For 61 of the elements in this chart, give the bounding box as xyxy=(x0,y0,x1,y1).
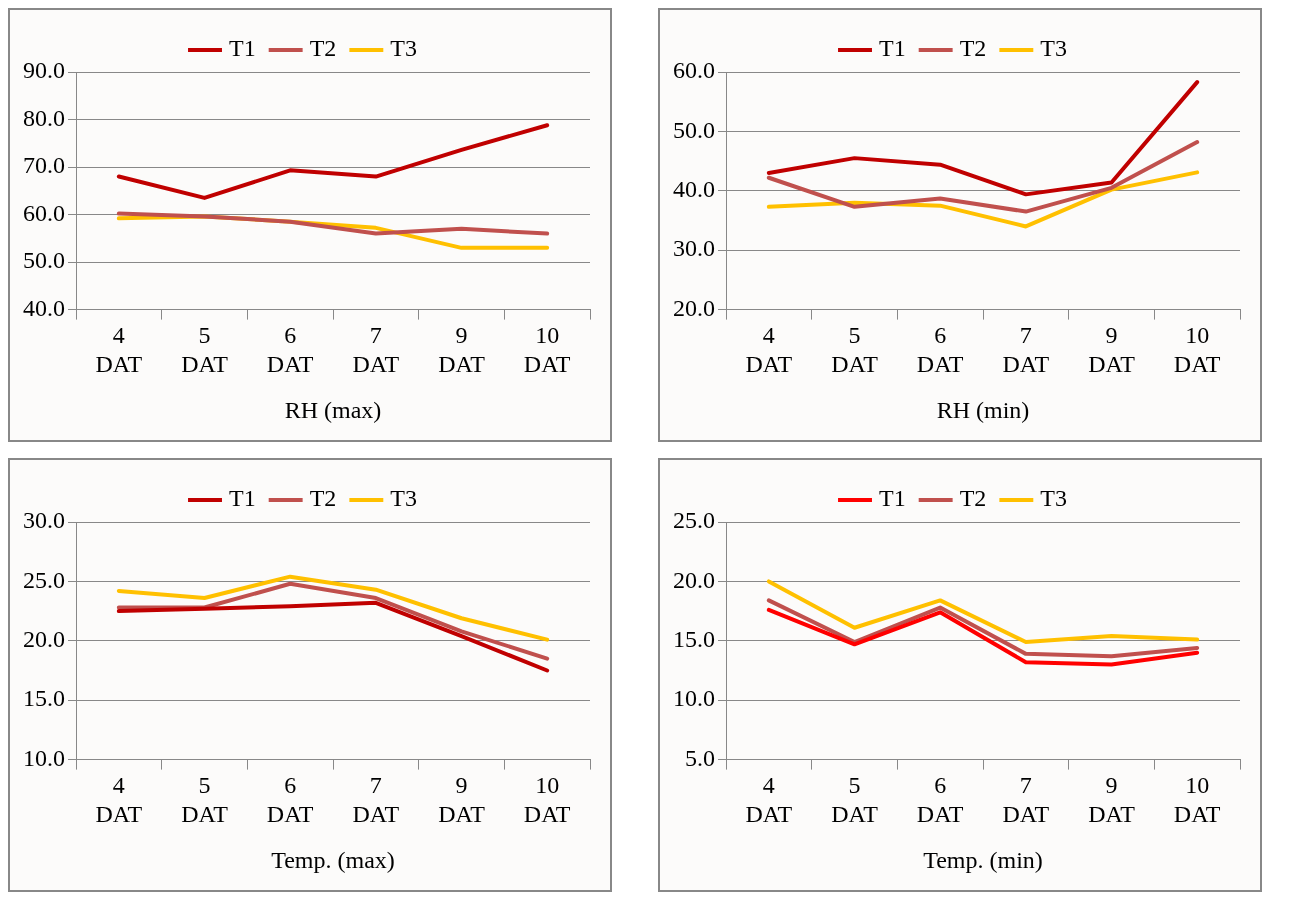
x-tick-label: 10 DAT xyxy=(523,322,571,378)
y-tick-label: 15.0 xyxy=(23,685,65,712)
y-tick-label: 5.0 xyxy=(685,744,715,771)
x-axis-title: Temp. (min) xyxy=(923,846,1043,873)
x-tick-label: 9 DAT xyxy=(1088,772,1136,828)
x-tick-label: 9 DAT xyxy=(1088,322,1136,378)
x-tick-label: 10 DAT xyxy=(523,772,571,828)
x-tick-label: 6 DAT xyxy=(266,772,314,828)
x-tick-label: 5 DAT xyxy=(831,772,879,828)
y-tick-label: 30.0 xyxy=(673,235,715,262)
x-tick-label: 9 DAT xyxy=(438,772,486,828)
legend-label: T2 xyxy=(309,35,337,62)
y-tick-label: 60.0 xyxy=(673,57,715,84)
y-tick-label: 70.0 xyxy=(23,152,65,179)
y-tick-label: 90.0 xyxy=(23,57,65,84)
x-tick-label: 5 DAT xyxy=(831,322,879,378)
y-tick-label: 20.0 xyxy=(673,294,715,321)
x-tick-label: 9 DAT xyxy=(438,322,486,378)
x-tick-label: 4 DAT xyxy=(745,772,793,828)
y-tick-label: 50.0 xyxy=(23,247,65,274)
legend-label: T1 xyxy=(229,485,256,512)
y-tick-label: 80.0 xyxy=(23,104,65,131)
x-tick-label: 6 DAT xyxy=(916,322,964,378)
y-tick-label: 50.0 xyxy=(673,116,715,143)
x-tick-label: 7 DAT xyxy=(352,322,400,378)
y-tick-label: 15.0 xyxy=(673,626,715,653)
x-axis-title: RH (max) xyxy=(284,396,382,423)
y-tick-label: 25.0 xyxy=(23,566,65,593)
y-tick-label: 60.0 xyxy=(23,199,65,226)
x-axis-title: RH (min) xyxy=(936,396,1030,423)
y-tick-label: 40.0 xyxy=(23,294,65,321)
legend-label: T3 xyxy=(1040,485,1067,512)
x-axis-title: Temp. (max) xyxy=(271,846,395,873)
x-tick-label: 10 DAT xyxy=(1173,772,1221,828)
y-tick-label: 40.0 xyxy=(673,176,715,203)
x-tick-label: 6 DAT xyxy=(266,322,314,378)
legend-label: T1 xyxy=(879,485,906,512)
x-tick-label: 4 DAT xyxy=(745,322,793,378)
legend-label: T2 xyxy=(959,485,987,512)
legend-label: T3 xyxy=(1040,35,1067,62)
y-tick-label: 25.0 xyxy=(673,507,715,534)
legend-label: T3 xyxy=(390,35,417,62)
y-tick-label: 20.0 xyxy=(673,566,715,593)
x-tick-label: 5 DAT xyxy=(181,322,229,378)
x-tick-label: 6 DAT xyxy=(916,772,964,828)
legend-label: T1 xyxy=(879,35,906,62)
x-tick-label: 4 DAT xyxy=(95,322,143,378)
x-tick-label: 7 DAT xyxy=(1002,322,1050,378)
x-tick-label: 7 DAT xyxy=(352,772,400,828)
y-tick-label: 10.0 xyxy=(23,744,65,771)
legend-label: T1 xyxy=(229,35,256,62)
y-tick-label: 20.0 xyxy=(23,626,65,653)
y-tick-label: 30.0 xyxy=(23,507,65,534)
x-tick-label: 10 DAT xyxy=(1173,322,1221,378)
x-tick-label: 7 DAT xyxy=(1002,772,1050,828)
x-tick-label: 4 DAT xyxy=(95,772,143,828)
legend-label: T2 xyxy=(959,35,987,62)
legend-label: T3 xyxy=(390,485,417,512)
legend-label: T2 xyxy=(309,485,337,512)
x-tick-label: 5 DAT xyxy=(181,772,229,828)
y-tick-label: 10.0 xyxy=(673,685,715,712)
